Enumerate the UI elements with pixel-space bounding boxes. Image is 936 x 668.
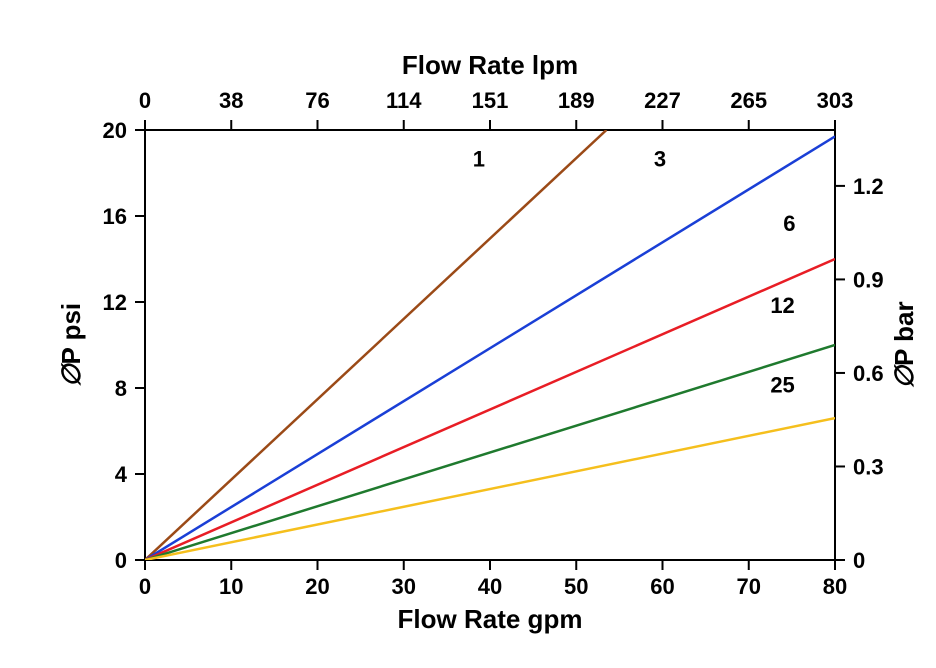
series-label: 1 xyxy=(473,147,485,172)
x-top-tick: 189 xyxy=(558,88,595,113)
y-right-tick: 0 xyxy=(853,548,865,573)
x-top-tick: 0 xyxy=(139,88,151,113)
chart-svg: 01020304050607080Flow Rate gpm0387611415… xyxy=(0,0,936,668)
y-left-tick: 16 xyxy=(103,204,127,229)
x-bottom-tick: 30 xyxy=(392,574,416,599)
series-label: 25 xyxy=(770,372,794,397)
x-bottom-tick: 80 xyxy=(823,574,847,599)
y-left-tick: 4 xyxy=(115,462,128,487)
x-bottom-label: Flow Rate gpm xyxy=(398,604,583,634)
y-left-tick: 20 xyxy=(103,118,127,143)
x-top-tick: 151 xyxy=(472,88,509,113)
y-left-tick: 8 xyxy=(115,376,127,401)
x-top-tick: 303 xyxy=(817,88,854,113)
y-right-tick: 0.9 xyxy=(853,267,884,292)
series-label: 12 xyxy=(770,293,794,318)
y-left-tick: 0 xyxy=(115,548,127,573)
y-left-tick: 12 xyxy=(103,290,127,315)
x-bottom-tick: 0 xyxy=(139,574,151,599)
pressure-flow-chart: 01020304050607080Flow Rate gpm0387611415… xyxy=(0,0,936,668)
y-right-tick: 1.2 xyxy=(853,174,884,199)
x-bottom-tick: 60 xyxy=(650,574,674,599)
x-top-tick: 265 xyxy=(730,88,767,113)
x-top-tick: 114 xyxy=(386,88,422,113)
series-label: 3 xyxy=(654,147,666,172)
y-left-label: ∅P psi xyxy=(56,303,86,387)
x-bottom-tick: 40 xyxy=(478,574,502,599)
x-bottom-tick: 70 xyxy=(737,574,761,599)
x-bottom-tick: 10 xyxy=(219,574,243,599)
x-top-tick: 38 xyxy=(219,88,243,113)
y-right-tick: 0.3 xyxy=(853,454,884,479)
x-top-tick: 76 xyxy=(305,88,329,113)
y-right-tick: 0.6 xyxy=(853,361,884,386)
x-bottom-tick: 50 xyxy=(564,574,588,599)
y-right-label: ∅P bar xyxy=(889,301,919,388)
series-label: 6 xyxy=(783,211,795,236)
x-top-tick: 227 xyxy=(644,88,681,113)
x-top-label: Flow Rate lpm xyxy=(402,50,578,80)
x-bottom-tick: 20 xyxy=(305,574,329,599)
